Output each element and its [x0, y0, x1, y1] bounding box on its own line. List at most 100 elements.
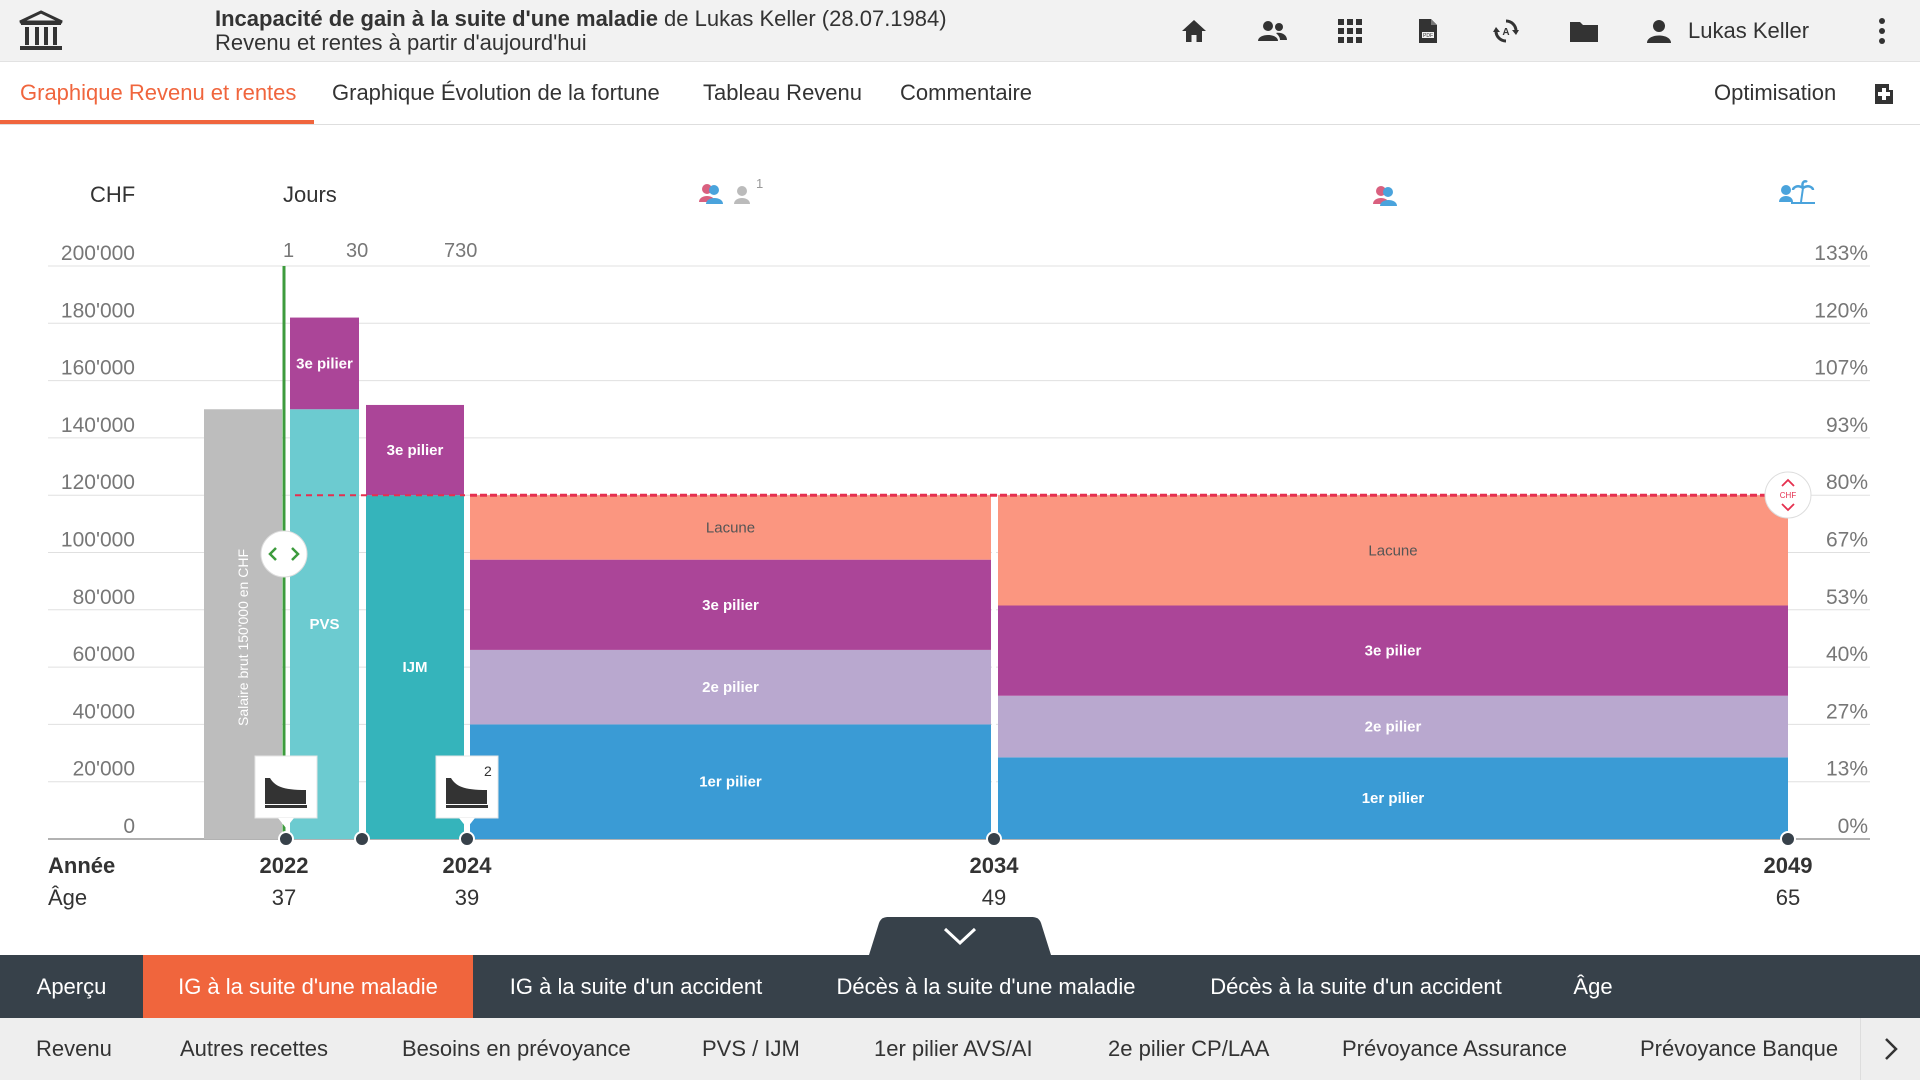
- chart-marker-2022[interactable]: [254, 755, 318, 828]
- tab-table-income[interactable]: Tableau Revenu: [703, 80, 863, 105]
- year-label: 2034: [970, 853, 1020, 878]
- detail-other-income[interactable]: Autres recettes: [180, 1036, 328, 1061]
- sync-icon[interactable]: A: [1489, 14, 1523, 48]
- threshold-drag-handle[interactable]: CHF: [1764, 471, 1812, 519]
- days-axis-title: Jours: [283, 182, 337, 207]
- y-tick-label: 0: [123, 815, 135, 838]
- detail-nav-next[interactable]: [1860, 1018, 1920, 1080]
- tab-graph-wealth[interactable]: Graphique Évolution de la fortune: [332, 80, 660, 105]
- tab-graph-income[interactable]: Graphique Revenu et rentes: [20, 80, 297, 105]
- pdf-icon[interactable]: PDF: [1411, 14, 1445, 48]
- y-right-tick-label: 0%: [1838, 815, 1868, 838]
- bar-label: 2e pilier: [1365, 719, 1422, 736]
- retirement-palm-icon: [1779, 180, 1815, 204]
- timeline-dot[interactable]: [986, 831, 1002, 847]
- days-tick-730: 730: [444, 240, 477, 262]
- scenario-illness-death[interactable]: Décès à la suite d'une maladie: [836, 974, 1136, 999]
- detail-pvs-ijm[interactable]: PVS / IJM: [702, 1036, 800, 1061]
- folder-icon[interactable]: [1567, 14, 1601, 48]
- date-drag-handle[interactable]: [260, 530, 308, 578]
- y-right-tick-label: 133%: [1814, 242, 1868, 265]
- detail-bank[interactable]: Prévoyance Banque: [1640, 1036, 1839, 1061]
- couple-icon-2034: [1373, 186, 1397, 206]
- salary-label: Salaire brut 150'000 en CHF: [235, 549, 251, 726]
- detail-income[interactable]: Revenu: [36, 1036, 112, 1061]
- age-label: 37: [272, 885, 296, 910]
- couple-icon: [699, 184, 723, 204]
- collapse-panel-tab[interactable]: [869, 917, 1051, 955]
- app-header: Incapacité de gain à la suite d'une mala…: [0, 0, 1920, 62]
- scenario-overview[interactable]: Aperçu: [36, 974, 107, 999]
- days-tick-30: 30: [346, 240, 368, 262]
- y-right-tick-label: 80%: [1826, 471, 1868, 494]
- chart-marker-2024[interactable]: 2: [435, 755, 499, 828]
- chevron-right-icon: [1884, 1038, 1898, 1060]
- days-tick-1: 1: [283, 240, 294, 262]
- detail-insurance[interactable]: Prévoyance Assurance: [1342, 1036, 1568, 1061]
- timeline-dot[interactable]: [1780, 831, 1796, 847]
- detail-pillar1[interactable]: 1er pilier AVS/AI: [874, 1036, 1033, 1061]
- timeline-dot[interactable]: [278, 831, 294, 847]
- detail-pillar2[interactable]: 2e pilier CP/LAA: [1108, 1036, 1270, 1061]
- y-right-tick-label: 93%: [1826, 414, 1868, 437]
- kebab-icon[interactable]: [1872, 16, 1892, 46]
- y-right-tick-label: 120%: [1814, 299, 1868, 322]
- bar-label: 3e pilier: [702, 597, 759, 614]
- detail-nav: Revenu Autres recettes Besoins en prévoy…: [0, 1018, 1920, 1080]
- scenario-accident-death[interactable]: Décès à la suite d'un accident: [1210, 974, 1502, 999]
- add-note-icon[interactable]: [1874, 83, 1896, 105]
- row-label-year: Année: [48, 853, 115, 878]
- bar-label: 3e pilier: [296, 355, 353, 372]
- bar-segment: [470, 495, 991, 560]
- bank-logo-icon[interactable]: [18, 10, 64, 52]
- bar-label: Lacune: [1368, 542, 1417, 559]
- bar-label: 2e pilier: [702, 679, 759, 696]
- y-axis-title: CHF: [90, 182, 135, 207]
- age-label: 65: [1776, 885, 1800, 910]
- optimisation-button[interactable]: Optimisation: [1714, 80, 1837, 105]
- y-tick-label: 160'000: [61, 357, 135, 380]
- timeline-dot[interactable]: [354, 831, 370, 847]
- user-icon: [1647, 20, 1671, 43]
- year-label: 2049: [1764, 853, 1813, 878]
- user-menu[interactable]: Lukas Keller: [1646, 14, 1809, 48]
- income-chart: 200'000 133%180'000 120%160'000 107%140'000…: [48, 176, 1870, 910]
- page-subtitle: Revenu et rentes à partir d'aujourd'hui: [215, 30, 587, 55]
- scenario-age[interactable]: Âge: [1573, 974, 1613, 999]
- age-label: 39: [455, 885, 479, 910]
- bar-segment: [366, 404, 464, 496]
- bar-label: 3e pilier: [1365, 643, 1422, 660]
- y-tick-label: 200'000: [61, 242, 135, 265]
- scenario-accident-disability[interactable]: IG à la suite d'un accident: [509, 974, 763, 999]
- home-icon[interactable]: [1177, 14, 1211, 48]
- year-label: 2024: [443, 853, 493, 878]
- chevron-down-icon: [943, 927, 977, 946]
- tab-comment[interactable]: Commentaire: [900, 80, 1033, 105]
- row-label-age: Âge: [48, 885, 87, 910]
- page-title: Incapacité de gain à la suite d'une mala…: [215, 7, 947, 55]
- y-tick-label: 80'000: [73, 586, 135, 609]
- scenario-illness-disability[interactable]: IG à la suite d'une maladie: [143, 955, 473, 1018]
- y-tick-label: 100'000: [61, 529, 135, 552]
- title-main: Incapacité de gain à la suite d'une mala…: [215, 6, 658, 31]
- title-person: de Lukas Keller (28.07.1984): [657, 6, 947, 31]
- child-count-badge: 1: [756, 176, 763, 191]
- bar-label: 1er pilier: [699, 774, 762, 791]
- y-right-tick-label: 27%: [1826, 700, 1868, 723]
- bar-segment: [998, 757, 1788, 839]
- y-right-tick-label: 67%: [1826, 529, 1868, 552]
- grid-icon[interactable]: [1333, 14, 1367, 48]
- y-tick-label: 40'000: [73, 700, 135, 723]
- timeline-dot[interactable]: [459, 831, 475, 847]
- y-tick-label: 20'000: [73, 758, 135, 781]
- bar-segment: [998, 695, 1788, 758]
- svg-text:A: A: [1502, 27, 1509, 38]
- people-icon[interactable]: [1255, 14, 1289, 48]
- y-right-tick-label: 13%: [1826, 758, 1868, 781]
- detail-needs[interactable]: Besoins en prévoyance: [402, 1036, 631, 1061]
- bar-segment: [998, 605, 1788, 696]
- active-tab-indicator: [0, 120, 314, 124]
- bar-segment: [998, 495, 1788, 606]
- bar-label: Lacune: [706, 519, 755, 536]
- year-label: 2022: [260, 853, 309, 878]
